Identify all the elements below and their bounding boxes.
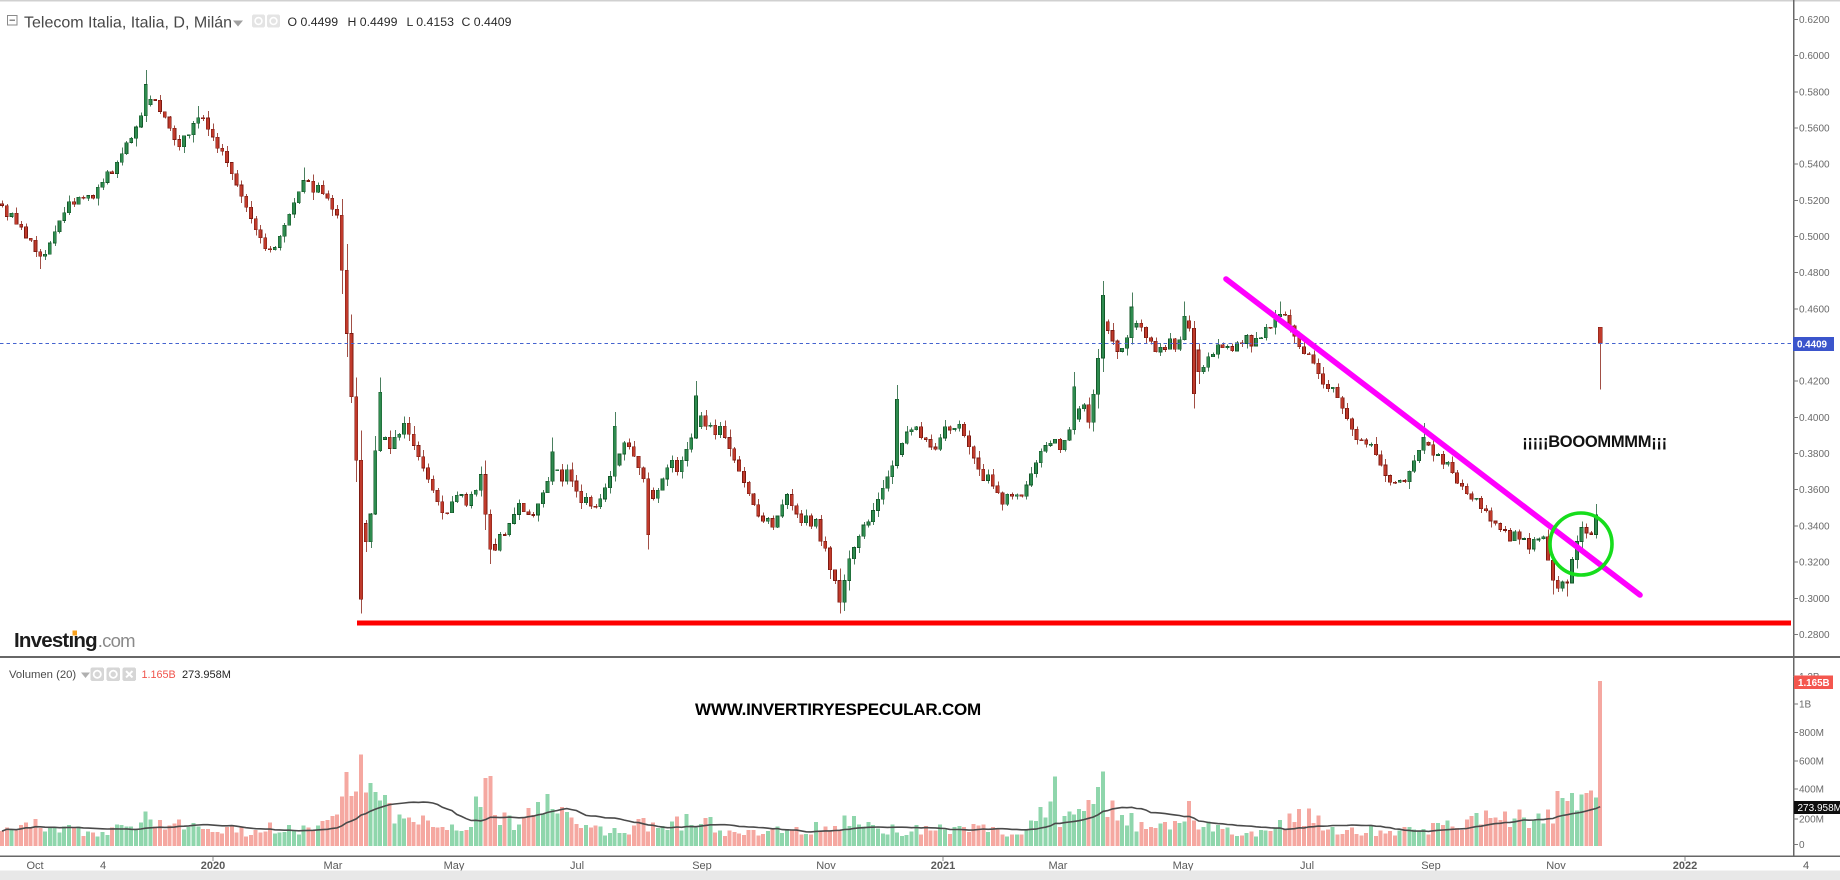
svg-text:1.165B: 1.165B: [142, 669, 176, 681]
svg-text:¡¡¡¡¡BOOOMMMM¡¡¡: ¡¡¡¡¡BOOOMMMM¡¡¡: [1522, 433, 1667, 451]
svg-text:Telecom Italia, Italia, D, Mil: Telecom Italia, Italia, D, Milán: [24, 15, 232, 32]
svg-text:2022: 2022: [1673, 860, 1697, 872]
svg-text:Volumen (20): Volumen (20): [9, 669, 76, 681]
svg-text:1B: 1B: [1799, 700, 1812, 711]
svg-text:C 0.4409: C 0.4409: [462, 15, 512, 29]
svg-text:WWW.INVERTIRYESPECULAR.COM: WWW.INVERTIRYESPECULAR.COM: [695, 700, 981, 719]
svg-text:Oct: Oct: [26, 860, 43, 872]
svg-text:O 0.4499: O 0.4499: [288, 15, 339, 29]
svg-text:Mar: Mar: [324, 860, 343, 872]
svg-text:L 0.4153: L 0.4153: [407, 15, 455, 29]
svg-text:0: 0: [1799, 840, 1805, 851]
svg-text:Nov: Nov: [816, 860, 836, 872]
svg-text:0.6000: 0.6000: [1799, 51, 1830, 62]
svg-text:0.3800: 0.3800: [1799, 449, 1830, 460]
svg-text:0.4800: 0.4800: [1799, 268, 1830, 279]
svg-text:1.165B: 1.165B: [1798, 678, 1830, 689]
svg-text:H 0.4499: H 0.4499: [348, 15, 398, 29]
svg-text:2020: 2020: [201, 860, 225, 872]
svg-text:0.2800: 0.2800: [1799, 630, 1830, 641]
svg-text:0.4200: 0.4200: [1799, 377, 1830, 388]
svg-text:0.5600: 0.5600: [1799, 123, 1830, 134]
svg-text:Investıng.com: Investıng.com: [14, 629, 135, 652]
svg-text:Nov: Nov: [1546, 860, 1566, 872]
svg-text:2021: 2021: [931, 860, 955, 872]
svg-text:Sep: Sep: [692, 860, 712, 872]
svg-text:0.6200: 0.6200: [1799, 15, 1830, 26]
svg-text:273.958M: 273.958M: [182, 669, 231, 681]
svg-text:Mar: Mar: [1049, 860, 1068, 872]
svg-text:May: May: [1173, 860, 1194, 872]
svg-text:0.4409: 0.4409: [1797, 340, 1828, 351]
svg-text:0.3600: 0.3600: [1799, 485, 1830, 496]
svg-text:Sep: Sep: [1421, 860, 1441, 872]
svg-text:273.958M: 273.958M: [1798, 803, 1840, 814]
svg-text:Jul: Jul: [570, 860, 584, 872]
svg-text:0.3200: 0.3200: [1799, 558, 1830, 569]
svg-text:0.4000: 0.4000: [1799, 413, 1830, 424]
svg-text:Jul: Jul: [1300, 860, 1314, 872]
svg-text:600M: 600M: [1799, 757, 1824, 768]
svg-text:4: 4: [100, 860, 106, 872]
svg-text:400M: 400M: [1799, 785, 1824, 796]
svg-text:200M: 200M: [1799, 814, 1824, 825]
svg-text:0.5200: 0.5200: [1799, 196, 1830, 207]
svg-text:800M: 800M: [1799, 728, 1824, 739]
svg-text:0.3000: 0.3000: [1799, 594, 1830, 605]
svg-text:0.4600: 0.4600: [1799, 304, 1830, 315]
svg-text:0.5000: 0.5000: [1799, 232, 1830, 243]
svg-text:4: 4: [1803, 860, 1809, 872]
svg-text:0.3400: 0.3400: [1799, 521, 1830, 532]
svg-text:0.5400: 0.5400: [1799, 160, 1830, 171]
svg-text:0.5800: 0.5800: [1799, 87, 1830, 98]
svg-text:May: May: [444, 860, 465, 872]
